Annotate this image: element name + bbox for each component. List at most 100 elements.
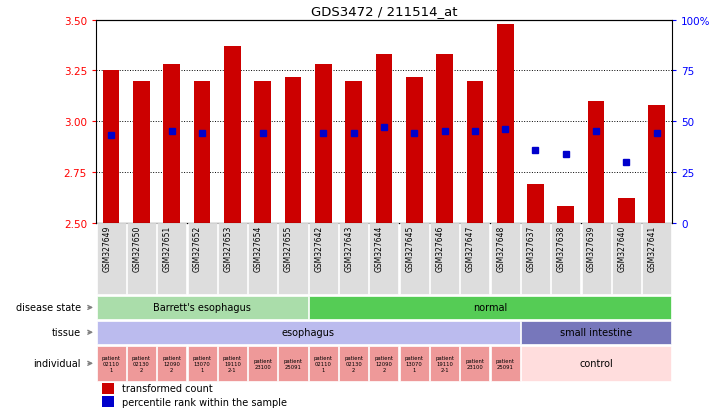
Text: disease state: disease state xyxy=(16,303,81,313)
Text: patient
25091: patient 25091 xyxy=(496,358,515,369)
FancyBboxPatch shape xyxy=(218,346,247,381)
Bar xyxy=(497,25,513,223)
Bar xyxy=(406,77,422,223)
Text: GSM327654: GSM327654 xyxy=(254,225,262,271)
Text: GSM327646: GSM327646 xyxy=(436,225,444,271)
Text: patient
13070
1: patient 13070 1 xyxy=(193,355,212,372)
FancyBboxPatch shape xyxy=(339,346,368,381)
Text: GSM327637: GSM327637 xyxy=(526,225,535,271)
Bar xyxy=(255,81,271,223)
Text: GSM327639: GSM327639 xyxy=(587,225,596,271)
FancyBboxPatch shape xyxy=(430,346,459,381)
FancyBboxPatch shape xyxy=(309,296,671,319)
FancyBboxPatch shape xyxy=(491,224,520,294)
FancyBboxPatch shape xyxy=(642,224,671,294)
Text: normal: normal xyxy=(473,303,507,313)
Text: GSM327652: GSM327652 xyxy=(193,225,202,271)
Bar xyxy=(193,81,210,223)
FancyBboxPatch shape xyxy=(521,346,671,381)
FancyBboxPatch shape xyxy=(279,224,308,294)
Text: GSM327644: GSM327644 xyxy=(375,225,384,271)
Bar xyxy=(133,81,150,223)
Bar xyxy=(375,55,392,223)
Text: GSM327643: GSM327643 xyxy=(345,225,353,271)
Text: GSM327651: GSM327651 xyxy=(163,225,172,271)
Text: esophagus: esophagus xyxy=(282,328,335,337)
Text: patient
02110
1: patient 02110 1 xyxy=(314,355,333,372)
FancyBboxPatch shape xyxy=(97,224,126,294)
Text: individual: individual xyxy=(33,358,81,368)
Bar xyxy=(466,81,483,223)
Bar xyxy=(224,47,241,223)
FancyBboxPatch shape xyxy=(339,224,368,294)
Text: patient
19110
2-1: patient 19110 2-1 xyxy=(223,355,242,372)
Text: GSM327640: GSM327640 xyxy=(617,225,626,271)
FancyBboxPatch shape xyxy=(460,224,489,294)
FancyBboxPatch shape xyxy=(612,224,641,294)
Bar xyxy=(437,55,453,223)
Text: GSM327645: GSM327645 xyxy=(405,225,415,271)
Text: GSM327648: GSM327648 xyxy=(496,225,506,271)
Bar xyxy=(284,77,301,223)
Bar xyxy=(557,207,574,223)
Bar xyxy=(103,71,119,223)
FancyBboxPatch shape xyxy=(521,224,550,294)
Bar xyxy=(346,81,362,223)
Text: GSM327649: GSM327649 xyxy=(102,225,111,271)
FancyBboxPatch shape xyxy=(521,321,671,344)
Text: patient
02130
2: patient 02130 2 xyxy=(344,355,363,372)
FancyBboxPatch shape xyxy=(97,346,126,381)
Bar xyxy=(102,396,114,407)
FancyBboxPatch shape xyxy=(460,346,489,381)
Text: patient
02110
1: patient 02110 1 xyxy=(102,355,121,372)
Text: Barrett's esophagus: Barrett's esophagus xyxy=(153,303,251,313)
Text: patient
13070
1: patient 13070 1 xyxy=(405,355,424,372)
Text: patient
12090
2: patient 12090 2 xyxy=(375,355,393,372)
Text: GSM327647: GSM327647 xyxy=(466,225,475,271)
Text: patient
23100: patient 23100 xyxy=(253,358,272,369)
Text: patient
23100: patient 23100 xyxy=(466,358,484,369)
Text: GSM327641: GSM327641 xyxy=(648,225,657,271)
FancyBboxPatch shape xyxy=(400,224,429,294)
Text: patient
12090
2: patient 12090 2 xyxy=(162,355,181,372)
FancyBboxPatch shape xyxy=(127,224,156,294)
Text: patient
19110
2-1: patient 19110 2-1 xyxy=(435,355,454,372)
Text: control: control xyxy=(579,358,613,368)
FancyBboxPatch shape xyxy=(370,224,398,294)
FancyBboxPatch shape xyxy=(309,346,338,381)
FancyBboxPatch shape xyxy=(430,224,459,294)
Text: tissue: tissue xyxy=(52,328,81,337)
Text: percentile rank within the sample: percentile rank within the sample xyxy=(122,396,287,406)
FancyBboxPatch shape xyxy=(97,296,308,319)
Bar xyxy=(588,102,604,223)
FancyBboxPatch shape xyxy=(582,224,611,294)
FancyBboxPatch shape xyxy=(218,224,247,294)
FancyBboxPatch shape xyxy=(97,321,520,344)
Bar xyxy=(618,199,635,223)
Bar xyxy=(102,383,114,394)
FancyBboxPatch shape xyxy=(279,346,308,381)
FancyBboxPatch shape xyxy=(309,224,338,294)
Bar xyxy=(527,185,544,223)
Text: transformed count: transformed count xyxy=(122,384,213,394)
FancyBboxPatch shape xyxy=(157,346,186,381)
FancyBboxPatch shape xyxy=(551,224,580,294)
Text: GSM327642: GSM327642 xyxy=(314,225,324,271)
Text: GSM327653: GSM327653 xyxy=(223,225,232,271)
FancyBboxPatch shape xyxy=(491,346,520,381)
Title: GDS3472 / 211514_at: GDS3472 / 211514_at xyxy=(311,5,457,18)
Bar xyxy=(648,106,665,223)
Text: GSM327655: GSM327655 xyxy=(284,225,293,271)
FancyBboxPatch shape xyxy=(127,346,156,381)
Text: small intestine: small intestine xyxy=(560,328,632,337)
FancyBboxPatch shape xyxy=(157,224,186,294)
FancyBboxPatch shape xyxy=(248,224,277,294)
FancyBboxPatch shape xyxy=(400,346,429,381)
FancyBboxPatch shape xyxy=(188,224,217,294)
FancyBboxPatch shape xyxy=(248,346,277,381)
Text: GSM327638: GSM327638 xyxy=(557,225,566,271)
Bar xyxy=(164,65,180,223)
Text: patient
25091: patient 25091 xyxy=(284,358,302,369)
FancyBboxPatch shape xyxy=(188,346,217,381)
Text: GSM327650: GSM327650 xyxy=(132,225,141,271)
